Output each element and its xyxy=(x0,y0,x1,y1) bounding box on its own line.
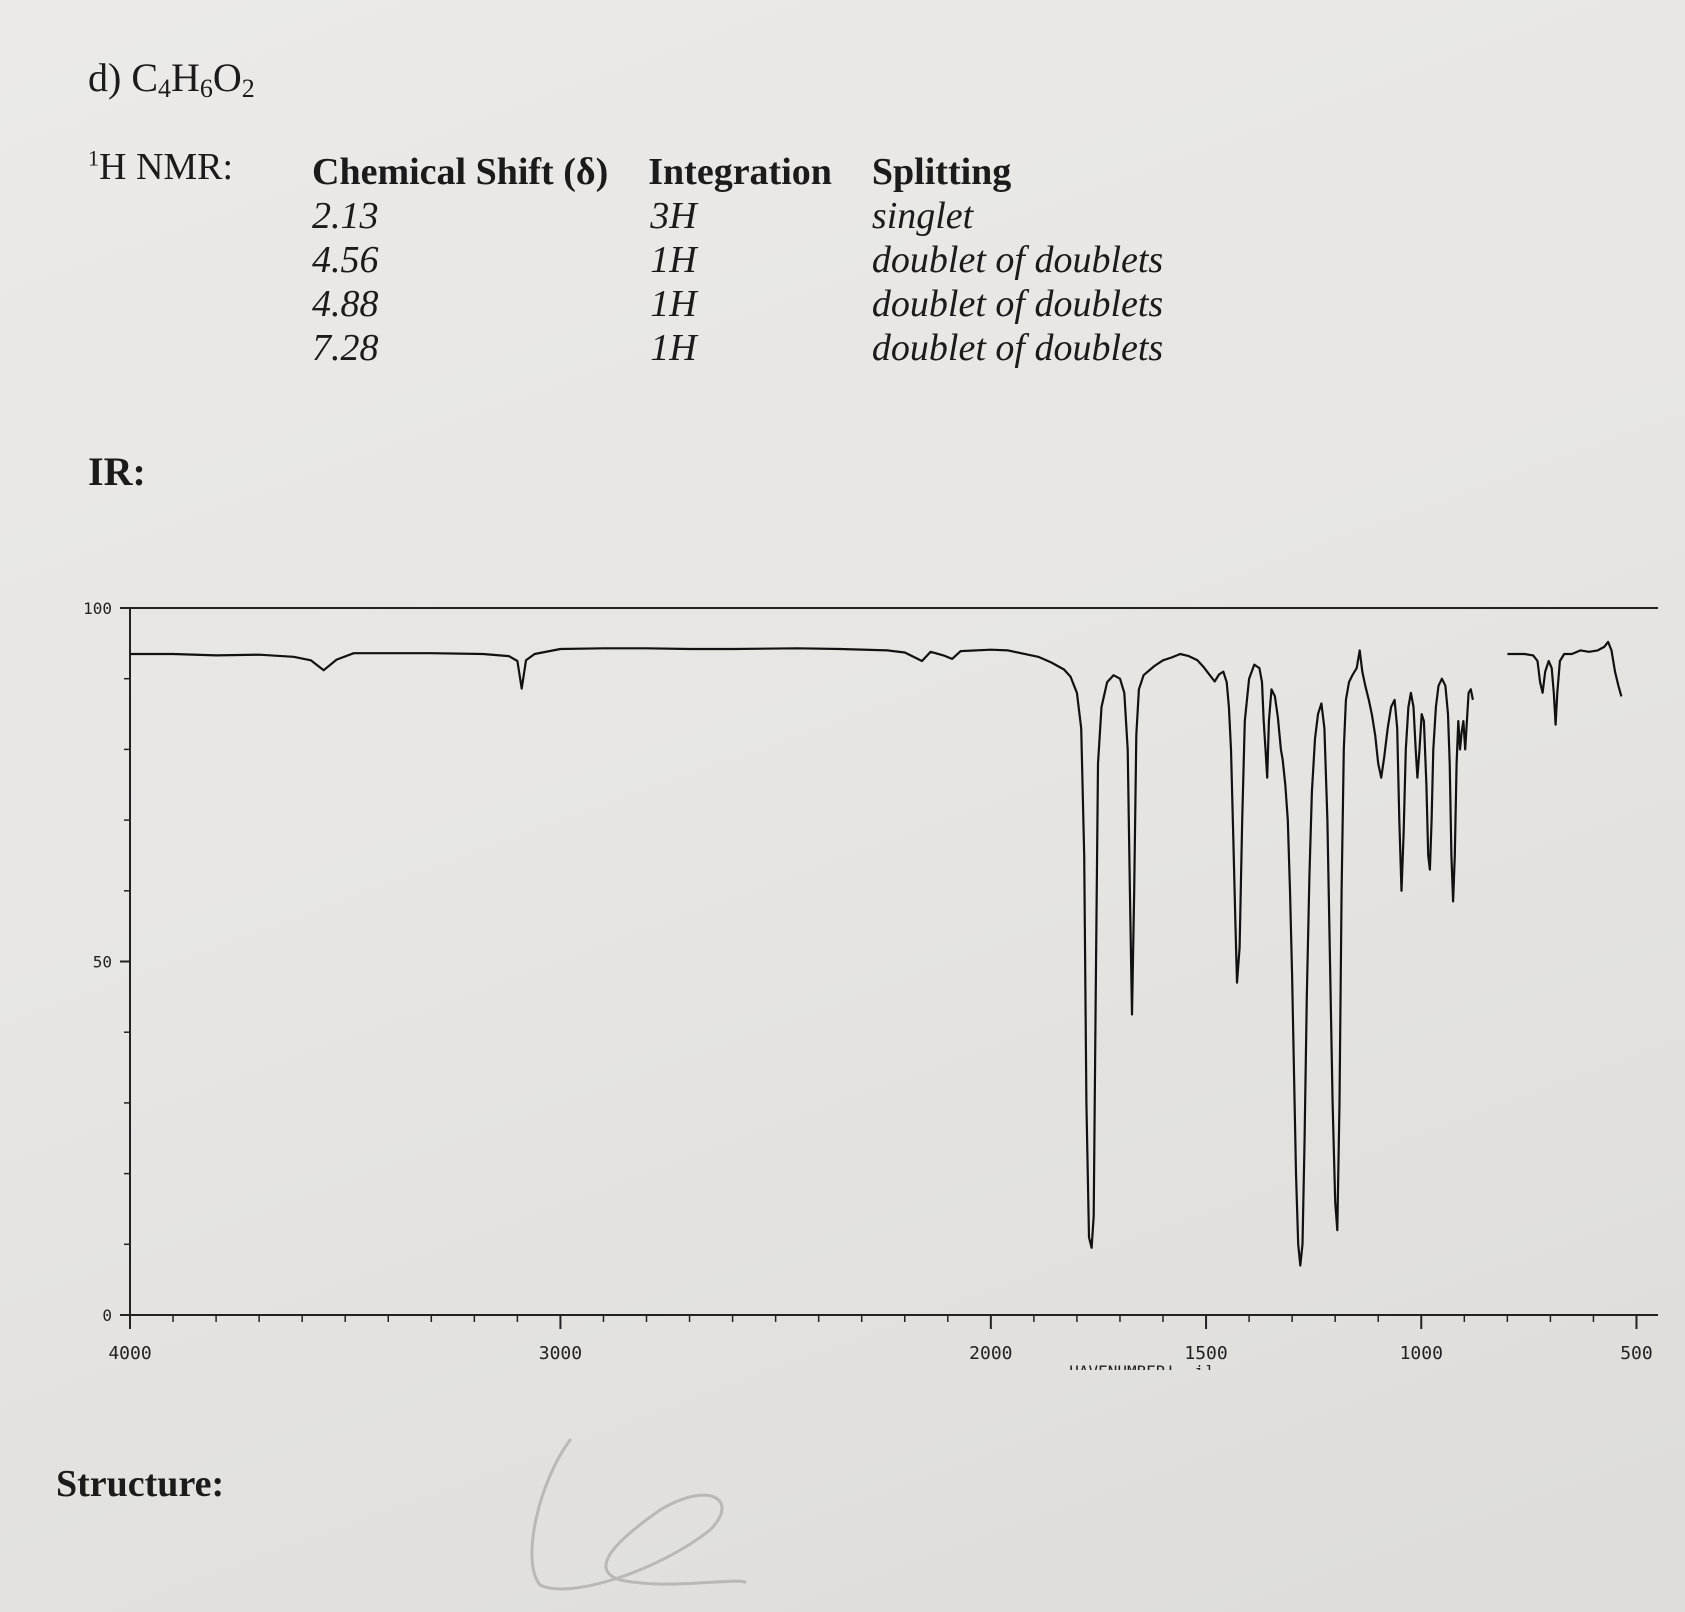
splitting-value: doublet of doublets xyxy=(871,283,1164,325)
integration-value: 3H xyxy=(650,195,697,237)
problem-letter: d) xyxy=(88,55,122,100)
ir-spectrum-chart: 4000 3000 2000 1500 1000 500 0 50 100 HAVENUMBER!… xyxy=(83,599,1658,1370)
nmr-row: 4.56 1H doublet of doublets xyxy=(312,238,1203,282)
molecular-formula: C4H6O2 xyxy=(131,55,255,103)
ir-transmittance-trace-2 xyxy=(1507,640,1623,726)
formula-subscript: 2 xyxy=(241,74,255,103)
integration-value: 1H xyxy=(650,283,697,325)
problem-heading: d) C4H6O2 xyxy=(88,54,255,104)
header-integration: Integration xyxy=(648,151,832,193)
splitting-value: doublet of doublets xyxy=(871,327,1164,369)
x-tick-label: 2000 xyxy=(969,1343,1012,1364)
nmr-label: 1H NMR: xyxy=(88,145,233,189)
formula-element: H xyxy=(171,55,200,100)
chemical-shift-value: 2.13 xyxy=(312,195,379,237)
chemical-shift-value: 4.56 xyxy=(312,239,379,281)
formula-element: O xyxy=(212,55,242,100)
formula-subscript: 6 xyxy=(199,74,213,103)
nmr-row: 2.13 3H singlet xyxy=(312,194,1203,238)
nmr-label-superscript: 1 xyxy=(88,145,99,171)
x-tick-label: 500 xyxy=(1620,1343,1653,1364)
header-chemical-shift: Chemical Shift (δ) xyxy=(312,151,609,193)
nmr-row: 4.88 1H doublet of doublets xyxy=(312,282,1203,326)
ir-label: IR: xyxy=(88,449,146,494)
x-tick-label: 1500 xyxy=(1184,1343,1227,1364)
integration-value: 1H xyxy=(650,239,697,281)
x-tick-label: 1000 xyxy=(1400,1343,1443,1364)
formula-element: C xyxy=(131,55,159,100)
y-tick-label: 100 xyxy=(83,599,112,618)
x-tick-label: 3000 xyxy=(539,1343,582,1364)
splitting-value: singlet xyxy=(871,195,974,237)
formula-subscript: 4 xyxy=(158,74,172,103)
structure-label: Structure: xyxy=(56,1463,225,1505)
x-tick-label: 4000 xyxy=(108,1343,151,1364)
chemical-shift-value: 4.88 xyxy=(312,283,379,325)
handwritten-mark xyxy=(530,1438,747,1591)
splitting-value: doublet of doublets xyxy=(871,239,1164,281)
nmr-header-row: Chemical Shift (δ) Integration Splitting xyxy=(312,150,1203,194)
y-tick-label: 0 xyxy=(102,1306,112,1325)
header-splitting: Splitting xyxy=(871,151,1012,193)
y-tick-label: 50 xyxy=(93,953,112,972)
nmr-label-text: H NMR: xyxy=(99,146,234,188)
chemical-shift-value: 7.28 xyxy=(312,327,379,369)
nmr-row: 7.28 1H doublet of doublets xyxy=(312,326,1203,370)
integration-value: 1H xyxy=(650,327,697,369)
x-axis-label: HAVENUMBER! -i] xyxy=(1069,1362,1214,1370)
nmr-data-table: Chemical Shift (δ) Integration Splitting… xyxy=(312,150,1203,370)
ir-transmittance-trace-1 xyxy=(130,647,1474,1267)
